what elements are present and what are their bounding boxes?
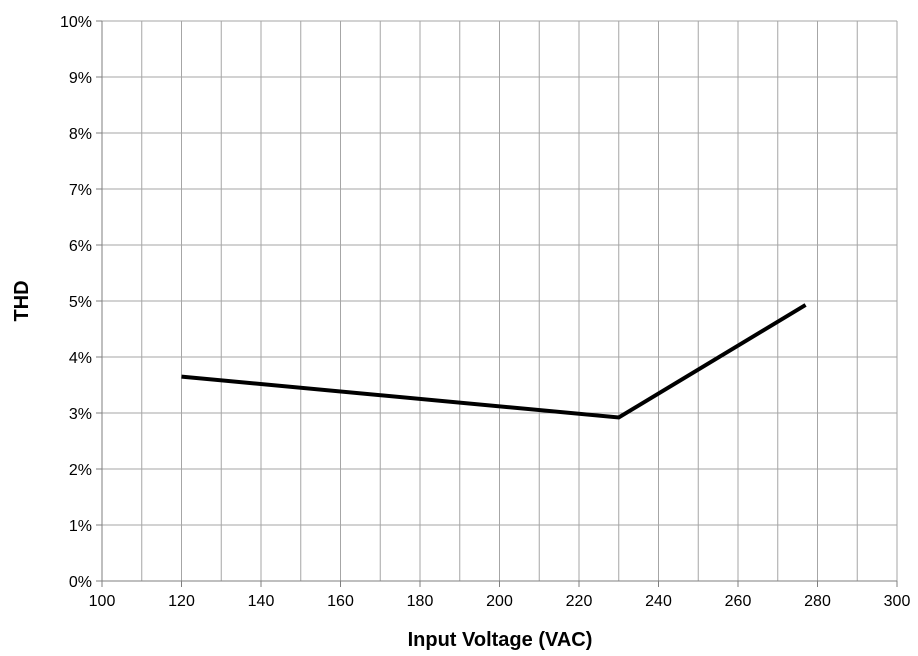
y-tick-label: 6%	[69, 238, 92, 255]
y-tick-label: 4%	[69, 350, 92, 367]
y-tick-label: 9%	[69, 70, 92, 87]
x-tick-label: 200	[486, 593, 513, 610]
x-tick-label: 220	[566, 593, 593, 610]
y-tick-label: 3%	[69, 406, 92, 423]
y-tick-label: 7%	[69, 182, 92, 199]
x-tick-label: 300	[884, 593, 911, 610]
y-axis-title: THD	[11, 280, 33, 321]
x-tick-label: 240	[645, 593, 672, 610]
x-tick-labels: 100 120 140 160 180 200 220 240 260 280 300	[89, 593, 911, 610]
x-tick-label: 160	[327, 593, 354, 610]
y-tick-label: 0%	[69, 574, 92, 591]
thd-series-line	[181, 303, 807, 420]
y-tick-label: 10%	[60, 14, 92, 31]
x-tick-label: 180	[407, 593, 434, 610]
x-tick-label: 120	[168, 593, 195, 610]
x-tick-label: 140	[248, 593, 275, 610]
y-tick-label: 2%	[69, 462, 92, 479]
x-tick-label: 280	[804, 593, 831, 610]
x-tick-label: 260	[725, 593, 752, 610]
series-layer	[181, 303, 807, 420]
grid	[102, 20, 898, 581]
x-axis-title: Input Voltage (VAC)	[408, 629, 593, 651]
y-tick-label: 5%	[69, 294, 92, 311]
x-tick-label: 100	[89, 593, 116, 610]
y-tick-label: 8%	[69, 126, 92, 143]
y-tick-labels: 0% 1% 2% 3% 4% 5% 6% 7% 8% 9% 10%	[60, 14, 92, 591]
axes	[96, 20, 898, 587]
y-tick-label: 1%	[69, 518, 92, 535]
